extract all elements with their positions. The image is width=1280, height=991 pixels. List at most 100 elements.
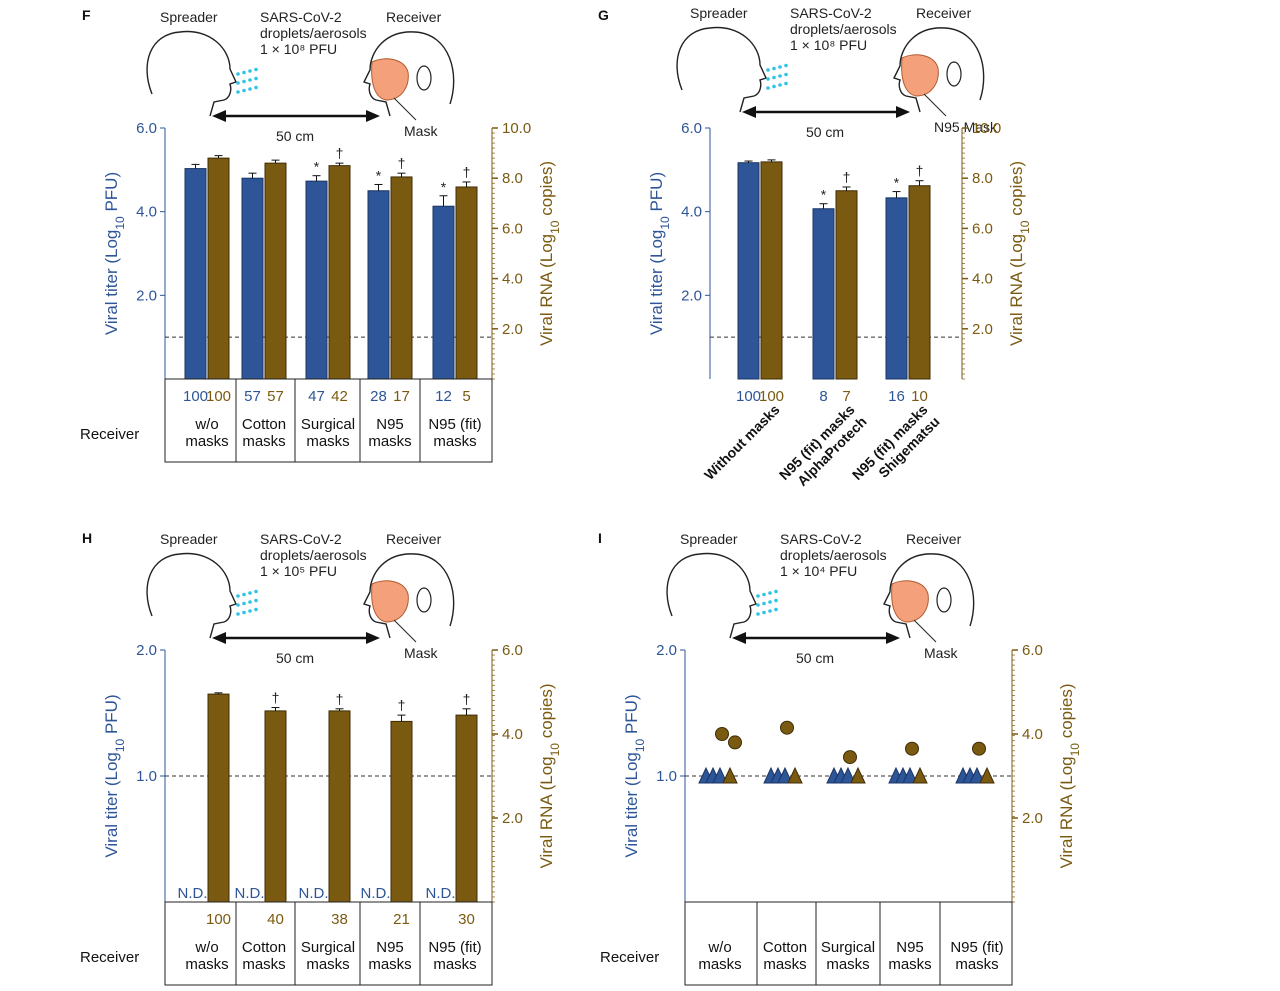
titer-bar [432, 205, 455, 380]
right-axis-title: Viral RNA (Log10 copies) [1057, 683, 1082, 868]
receiver-label: Receiver [916, 5, 972, 21]
titer-nd-label: N.D. [426, 885, 456, 902]
arrow-head-left [742, 106, 756, 118]
dose-label: 1 × 10⁸ PFU [790, 37, 867, 53]
right-tick-label: 2.0 [502, 321, 523, 338]
category-label: Surgical [821, 939, 875, 956]
titer-percent-label: 100 [183, 388, 208, 405]
titer-nd-label: N.D. [178, 885, 208, 902]
rna-bar [264, 710, 287, 903]
arrow-head-left [212, 110, 226, 122]
category-label: masks [368, 956, 411, 973]
category-label: w/o [194, 939, 218, 956]
rna-percent-label: 17 [393, 388, 410, 405]
mask-pointer [393, 619, 417, 643]
virus-name-label: SARS-CoV-2 [790, 5, 872, 21]
spreader-label: Spreader [160, 9, 218, 25]
rna-significance-mark: † [272, 690, 280, 706]
titer-significance-mark: * [894, 175, 900, 191]
titer-triangle-point [712, 766, 728, 784]
rna-percent-label: 100 [759, 388, 784, 405]
category-label: masks [433, 956, 476, 973]
rna-bar [264, 162, 287, 380]
titer-nd-label: N.D. [361, 885, 391, 902]
titer-bar [241, 177, 264, 380]
rna-triangle-point [722, 766, 738, 784]
titer-significance-mark: * [314, 159, 320, 175]
titer-percent-label: 100 [736, 388, 761, 405]
arrow-head-left [732, 632, 746, 644]
category-label: N95 (fit) [428, 939, 481, 956]
ear-icon [946, 61, 962, 87]
category-label: masks [955, 956, 998, 973]
mask-icon [891, 580, 929, 623]
right-tick-label: 4.0 [502, 726, 523, 743]
category-label: masks [185, 433, 228, 450]
rna-significance-mark: † [916, 163, 924, 179]
panel-letter: I [598, 530, 602, 546]
titer-percent-label: 12 [435, 388, 452, 405]
ear-icon [416, 65, 432, 91]
distance-label: 50 cm [806, 124, 844, 140]
category-label-rotated: N95 (fit) masksShigematsu [849, 401, 943, 495]
rna-bar [908, 185, 931, 380]
category-table [164, 901, 493, 986]
rna-significance-mark: † [336, 691, 344, 707]
rna-circle-point [780, 720, 794, 735]
category-label: masks [888, 956, 931, 973]
ear-icon [416, 587, 432, 613]
right-axis-title: Viral RNA (Log10 copies) [1007, 161, 1032, 346]
right-tick-label: 6.0 [972, 220, 993, 237]
panel-letter: G [598, 7, 609, 23]
category-table [684, 901, 1013, 986]
titer-bar [367, 190, 390, 380]
rna-bar [455, 186, 478, 380]
rna-bar [328, 165, 351, 380]
category-label: masks [433, 433, 476, 450]
category-label: N95 [376, 939, 404, 956]
titer-bar [305, 180, 328, 380]
category-label: Surgical [301, 416, 355, 433]
rna-bar [390, 720, 413, 903]
category-label: N95 [896, 939, 924, 956]
arrow-head-right [886, 632, 900, 644]
category-label: masks [698, 956, 741, 973]
rna-percent-label: 100 [206, 388, 231, 405]
rna-significance-mark: † [843, 169, 851, 185]
rna-percent-label: 40 [267, 911, 284, 928]
right-axis-title: Viral RNA (Log10 copies) [537, 161, 562, 346]
titer-triangle-point [902, 766, 918, 784]
category-label: w/o [194, 416, 218, 433]
distance-label: 50 cm [796, 650, 834, 666]
category-label: Cotton [763, 939, 807, 956]
left-tick-label: 1.0 [136, 768, 157, 785]
rna-triangle-point [912, 766, 928, 784]
rna-triangle-point [850, 766, 866, 784]
spreader-head-icon [676, 26, 767, 113]
rna-significance-mark: † [398, 155, 406, 171]
rna-bar [455, 714, 478, 903]
category-label: masks [826, 956, 869, 973]
category-label: Cotton [242, 416, 286, 433]
titer-nd-label: N.D. [235, 885, 265, 902]
aerosol-droplets-icon [756, 589, 778, 616]
right-tick-label: 8.0 [502, 170, 523, 187]
titer-triangle-point [969, 766, 985, 784]
category-label: N95 [376, 416, 404, 433]
rna-bar [390, 176, 413, 380]
receiver-head-icon [363, 553, 455, 639]
row-label-receiver: Receiver [600, 949, 659, 966]
right-tick-label: 6.0 [1022, 642, 1043, 659]
left-tick-label: 2.0 [136, 642, 157, 659]
right-axis-title: Viral RNA (Log10 copies) [537, 683, 562, 868]
panel-letter: F [82, 7, 91, 23]
category-label: masks [306, 433, 349, 450]
rna-percent-label: 7 [842, 388, 850, 405]
arrow-head-right [896, 106, 910, 118]
category-label-rotated: N95 (fit) masksAlphaProtech [776, 401, 870, 495]
left-axis-title: Viral titer (Log10 PFU) [622, 694, 647, 857]
titer-bar [812, 208, 835, 380]
left-tick-label: 4.0 [681, 204, 702, 221]
titer-percent-label: 47 [308, 388, 325, 405]
distance-label: 50 cm [276, 128, 314, 144]
